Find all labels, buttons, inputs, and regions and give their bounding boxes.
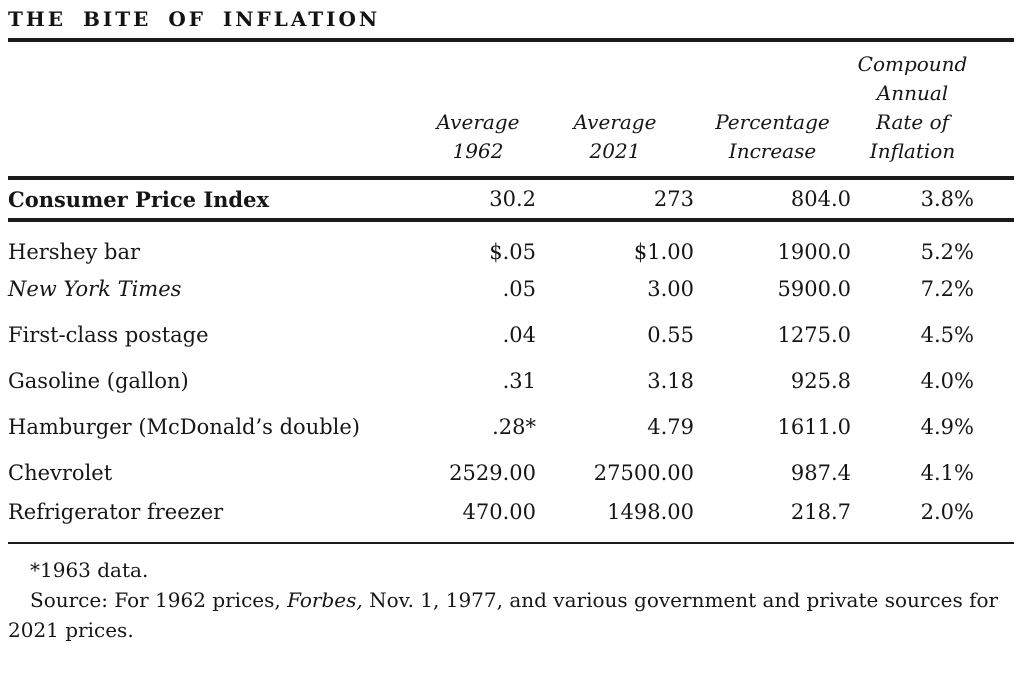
title-rule <box>8 38 1014 42</box>
cell-avg-2021: 3.18 <box>647 369 694 393</box>
cell-inflation-rate: 5.2% <box>920 240 974 264</box>
cell-percentage-increase: 218.7 <box>790 500 851 524</box>
cell-avg-1962: $.05 <box>489 240 536 264</box>
table-row: Hershey bar $.05 $1.00 1900.0 5.2% <box>8 220 1014 266</box>
col-header-average-2021: Average 2021 <box>536 42 694 180</box>
table-row: Refrigerator freezer 470.00 1498.00 218.… <box>8 496 1014 542</box>
cell-percentage-increase: 1900.0 <box>777 240 851 264</box>
row-label: First-class postage <box>8 323 209 347</box>
row-label: Chevrolet <box>8 461 113 485</box>
cell-inflation-rate: 4.9% <box>920 415 974 439</box>
cell-inflation-rate: 7.2% <box>920 277 974 301</box>
cell-avg-1962: 30.2 <box>420 178 536 222</box>
cell-inflation-rate: 3.8% <box>851 178 1014 222</box>
cell-avg-1962: 2529.00 <box>449 461 536 485</box>
row-label: Consumer Price Index <box>8 178 420 222</box>
inflation-table: Average 1962 Average 2021 Percentage Inc… <box>8 42 1014 542</box>
footnote-source-publication: Forbes, <box>287 588 363 612</box>
cell-avg-2021: 4.79 <box>647 415 694 439</box>
table-row: First-class postage .04 0.55 1275.0 4.5% <box>8 312 1014 358</box>
col-header-average-1962: Average 1962 <box>420 42 536 180</box>
row-label: Refrigerator freezer <box>8 500 224 524</box>
row-label: Hershey bar <box>8 240 141 264</box>
row-label: Hamburger (McDonald’s double) <box>8 415 360 439</box>
cell-inflation-rate: 4.5% <box>920 323 974 347</box>
footnote-source-prefix: Source: For 1962 prices, <box>30 588 288 612</box>
table-header: Average 1962 Average 2021 Percentage Inc… <box>8 42 1014 180</box>
row-label: New York Times <box>8 277 182 301</box>
cell-avg-1962: 470.00 <box>462 500 536 524</box>
cell-percentage-increase: 925.8 <box>790 369 851 393</box>
cell-avg-1962: .05 <box>502 277 536 301</box>
cell-percentage-increase: 987.4 <box>790 461 851 485</box>
table-row: Chevrolet 2529.00 27500.00 987.4 4.1% <box>8 450 1014 496</box>
table-body: Hershey bar $.05 $1.00 1900.0 5.2% New Y… <box>8 220 1014 542</box>
cell-percentage-increase: 1275.0 <box>777 323 851 347</box>
cell-inflation-rate: 2.0% <box>920 500 974 524</box>
cell-inflation-rate: 4.0% <box>920 369 974 393</box>
col-header-compound-annual-rate: Compound Annual Rate of Inflation <box>851 42 1014 180</box>
footnote-source-suffix: Nov. 1, 1977, and various government and… <box>8 588 999 642</box>
cell-percentage-increase: 1611.0 <box>777 415 851 439</box>
cpi-row: Consumer Price Index 30.2 273 804.0 3.8% <box>8 178 1014 222</box>
row-label: Gasoline (gallon) <box>8 369 189 393</box>
page-title: THE BITE OF INFLATION <box>8 7 381 31</box>
cpi-row-group: Consumer Price Index 30.2 273 804.0 3.8% <box>8 178 1014 222</box>
table-row: New York Times .05 3.00 5900.0 7.2% <box>8 266 1014 312</box>
cell-avg-2021: 27500.00 <box>593 461 694 485</box>
footnote-source: Source: For 1962 prices, Forbes, Nov. 1,… <box>8 585 1014 645</box>
cell-avg-2021: $1.00 <box>633 240 694 264</box>
col-header-percentage-increase: Percentage Increase <box>694 42 851 180</box>
cell-avg-1962: .04 <box>502 323 536 347</box>
table-row: Hamburger (McDonald’s double) .28* 4.79 … <box>8 404 1014 450</box>
cell-avg-1962: .31 <box>502 369 536 393</box>
cell-avg-1962: .28* <box>492 415 536 439</box>
table-row: Gasoline (gallon) .31 3.18 925.8 4.0% <box>8 358 1014 404</box>
col-header-item <box>8 42 420 180</box>
cell-inflation-rate: 4.1% <box>920 461 974 485</box>
cell-percentage-increase: 5900.0 <box>777 277 851 301</box>
cell-avg-2021: 3.00 <box>647 277 694 301</box>
footnotes: *1963 data. Source: For 1962 prices, For… <box>8 555 1014 645</box>
footer-rule <box>8 542 1014 544</box>
cell-avg-2021: 273 <box>536 178 694 222</box>
cell-avg-2021: 0.55 <box>647 323 694 347</box>
footnote-asterisk: *1963 data. <box>30 558 149 582</box>
cell-percentage-increase: 804.0 <box>694 178 851 222</box>
cell-avg-2021: 1498.00 <box>607 500 694 524</box>
